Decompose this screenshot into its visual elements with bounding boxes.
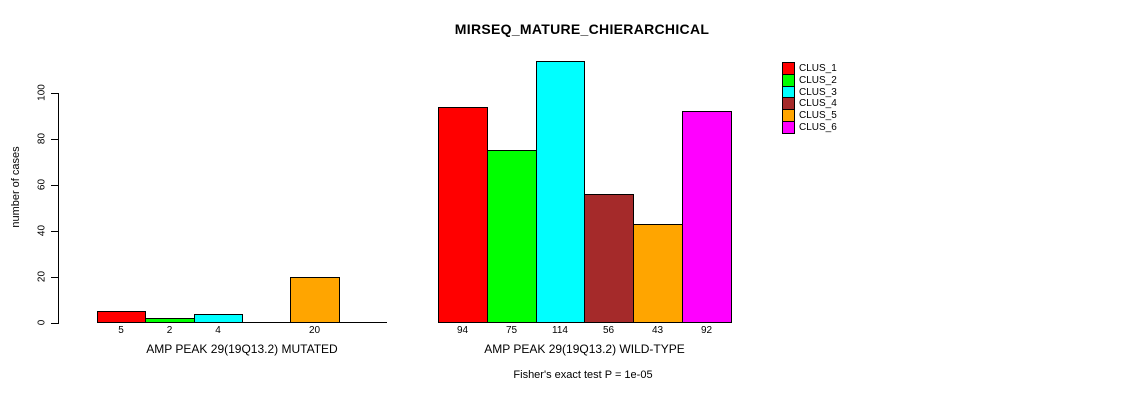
bar-clus_2-group1 xyxy=(487,150,537,323)
bar-clus_1-group0 xyxy=(97,311,146,323)
legend-label: CLUS_6 xyxy=(799,122,837,133)
bar-value-label: 114 xyxy=(552,325,568,336)
bar-value-label: 43 xyxy=(651,325,664,336)
bar-value-label: 4 xyxy=(215,325,221,336)
legend-label: CLUS_3 xyxy=(799,87,837,98)
group-label-wildtype: AMP PEAK 29(19Q13.2) WILD-TYPE xyxy=(484,342,685,356)
y-axis-tick-label: 60 xyxy=(36,178,48,191)
y-axis-tick xyxy=(51,93,58,94)
bar-value-label: 5 xyxy=(118,325,124,336)
stat-annotation: Fisher's exact test P = 1e-05 xyxy=(513,369,653,381)
y-axis-tick-label: 40 xyxy=(36,224,48,237)
bar-clus_2-group0 xyxy=(145,318,195,323)
chart-title: MIRSEQ_MATURE_CHIERARCHICAL xyxy=(454,21,710,37)
legend-label: CLUS_4 xyxy=(799,98,837,109)
y-axis-tick xyxy=(51,185,58,186)
bar-clus_3-group0 xyxy=(194,314,243,323)
y-axis-tick xyxy=(51,323,58,324)
y-axis-tick xyxy=(51,139,58,140)
bar-value-label: 56 xyxy=(602,325,615,336)
bar-clus_4-group1 xyxy=(584,194,634,323)
bar-clus_5-group1 xyxy=(633,224,683,323)
bar-value-label: 75 xyxy=(505,325,518,336)
bar-value-label: 20 xyxy=(308,325,321,336)
bar-value-label: 94 xyxy=(456,325,469,336)
bar-clus_3-group1 xyxy=(536,61,585,323)
y-axis-tick xyxy=(51,277,58,278)
legend-label: CLUS_5 xyxy=(799,110,837,121)
bar-clus_6-group1 xyxy=(682,111,732,323)
legend-label: CLUS_1 xyxy=(799,63,837,74)
y-axis-tick xyxy=(51,231,58,232)
y-axis-tick-label: 100 xyxy=(36,84,48,101)
y-axis-title: number of cases xyxy=(10,146,22,228)
bar-clus_1-group1 xyxy=(438,107,488,323)
y-axis-tick-label: 80 xyxy=(36,132,48,145)
y-axis-tick-label: 20 xyxy=(36,270,48,283)
group-label-mutated: AMP PEAK 29(19Q13.2) MUTATED xyxy=(146,342,338,356)
y-axis-tick-label: 0 xyxy=(36,319,48,326)
bar-value-label: 92 xyxy=(700,325,713,336)
bar-value-label: 2 xyxy=(166,325,173,336)
legend-swatch-clus_6 xyxy=(782,121,795,134)
legend-label: CLUS_2 xyxy=(799,75,837,86)
bar-clus_5-group0 xyxy=(290,277,340,323)
y-axis-line xyxy=(58,93,59,324)
